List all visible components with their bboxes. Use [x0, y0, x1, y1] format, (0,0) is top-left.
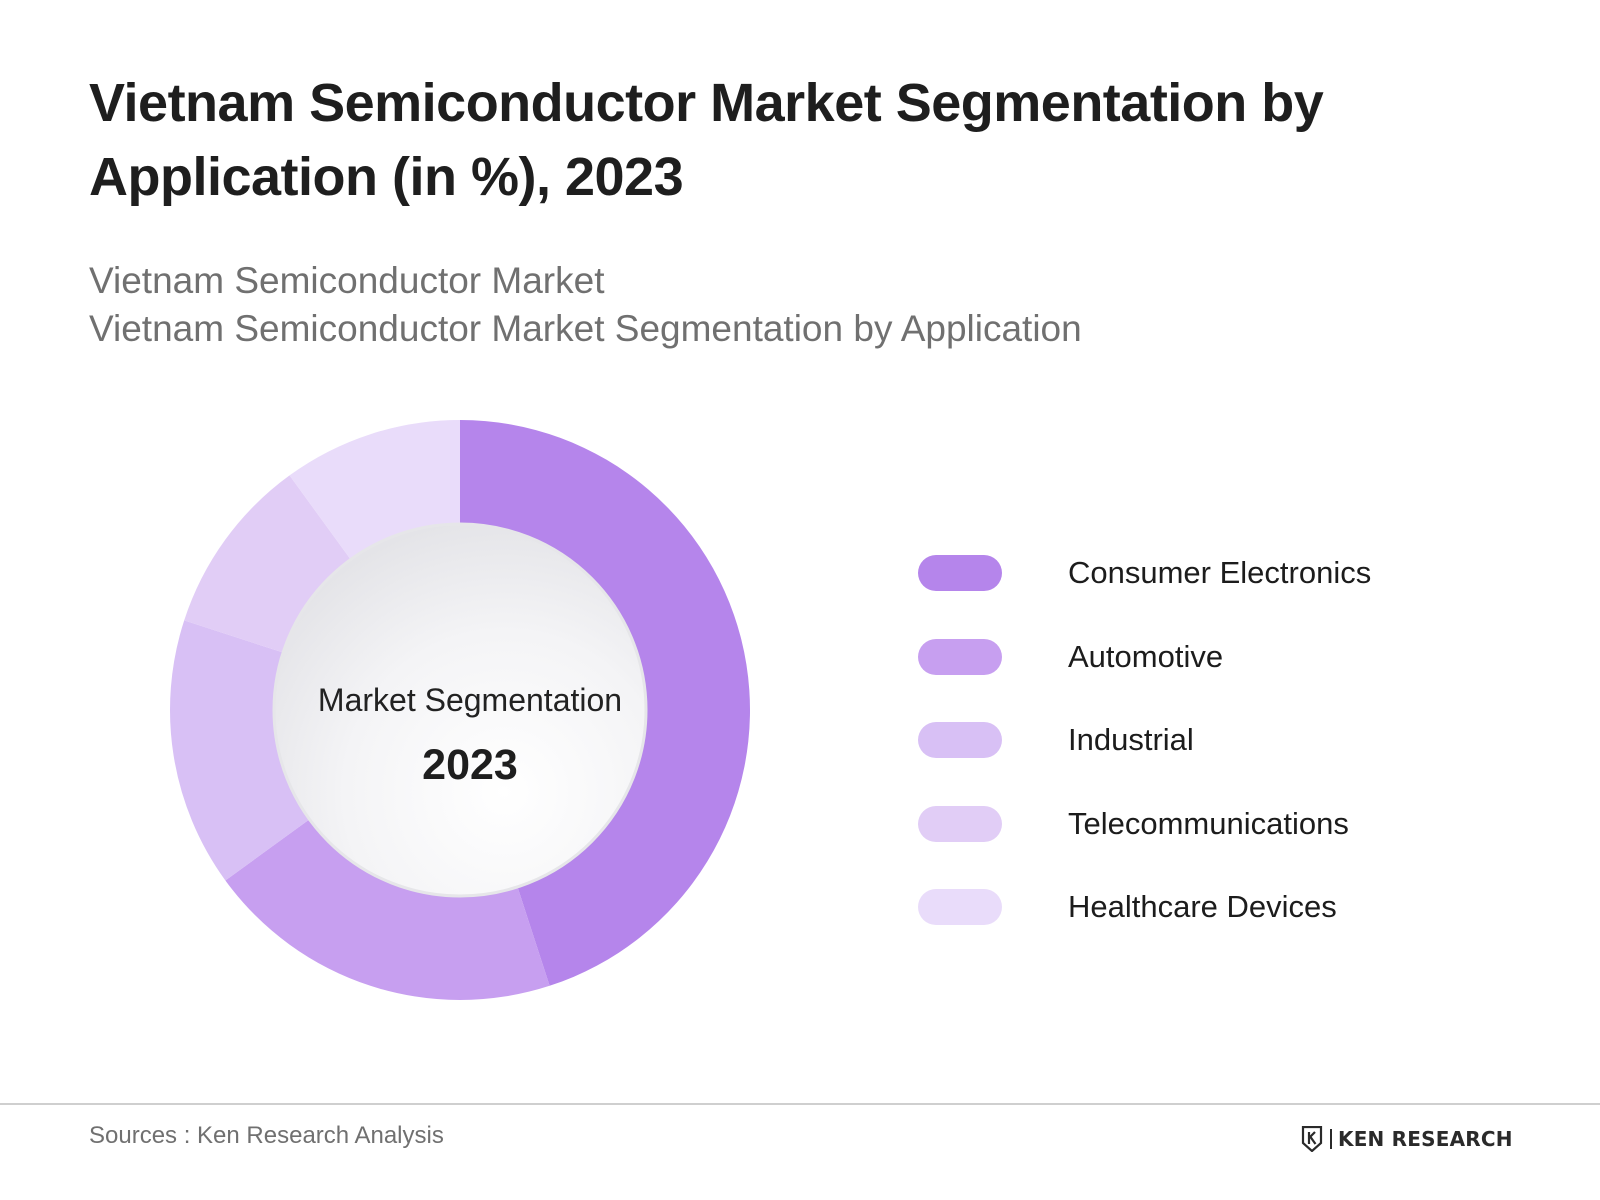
donut-slice-healthcare-devices: [289, 420, 460, 562]
donut-slice-automotive: [225, 818, 550, 1000]
legend-item-telecommunications: Telecommunications: [918, 804, 1538, 844]
legend-swatch: [918, 555, 1002, 591]
legend-label: Healthcare Devices: [1068, 889, 1337, 924]
legend-swatch: [918, 639, 1002, 675]
legend-item-consumer-electronics: Consumer Electronics: [918, 553, 1538, 593]
subtitle-market: Vietnam Semiconductor Market: [89, 260, 605, 301]
footer-divider: [0, 1103, 1600, 1105]
subtitle-segmentation: Vietnam Semiconductor Market Segmentatio…: [89, 308, 1082, 349]
brand-separator: [1330, 1129, 1332, 1149]
legend-label: Automotive: [1068, 639, 1224, 674]
legend-label: Consumer Electronics: [1068, 555, 1372, 590]
brand-logo: KEN RESEARCH: [1300, 1125, 1513, 1153]
ken-research-logo-icon: [1301, 1126, 1323, 1152]
brand-name: KEN RESEARCH: [1338, 1127, 1513, 1151]
donut-slice-consumer-electronics: [460, 420, 750, 986]
legend-swatch: [918, 722, 1002, 758]
legend-label: Industrial: [1068, 722, 1194, 757]
legend-label: Telecommunications: [1068, 806, 1349, 841]
legend-item-healthcare-devices: Healthcare Devices: [918, 887, 1538, 927]
donut-chart: [170, 420, 750, 1000]
legend-item-automotive: Automotive: [918, 637, 1538, 677]
source-note: Sources : Ken Research Analysis: [89, 1122, 444, 1149]
legend-swatch: [918, 806, 1002, 842]
legend-swatch: [918, 889, 1002, 925]
donut-center-year: 2023: [422, 741, 518, 789]
legend-item-industrial: Industrial: [918, 720, 1538, 760]
donut-center-circle: [272, 522, 648, 898]
donut-center-label: Market Segmentation: [317, 682, 623, 718]
donut-slice-telecommunications: [184, 475, 352, 654]
donut-slices: [170, 420, 750, 1000]
chart-title: Vietnam Semiconductor Market Segmentatio…: [89, 73, 1324, 207]
